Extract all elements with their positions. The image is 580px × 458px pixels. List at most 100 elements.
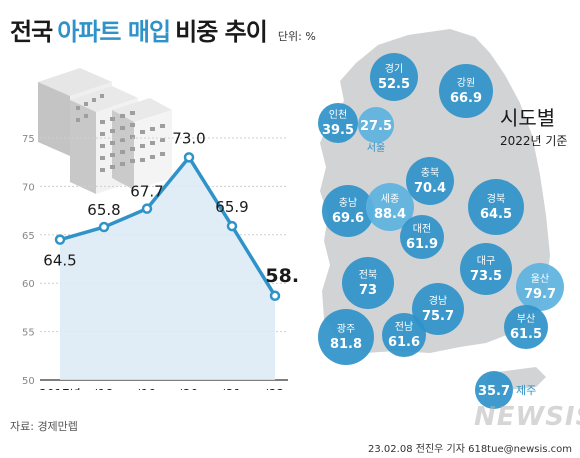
region-value: 88.4 (374, 207, 406, 222)
region-bubble: 인천 39.5 (318, 103, 358, 143)
data-label: 64.5 (43, 252, 76, 270)
region-name: 강원 (457, 77, 475, 89)
y-tick-label: 70 (22, 182, 35, 193)
region-name: 부산 (517, 313, 535, 325)
region-value: 73.5 (470, 269, 502, 284)
region-bubble: 35.7 제주 (475, 371, 536, 409)
region-circle (516, 263, 564, 311)
data-label: 58.7% (265, 265, 300, 287)
region-name: 충남 (339, 197, 357, 209)
y-tick-label: 65 (22, 231, 35, 242)
region-bubble: 경남 75.7 (412, 283, 464, 335)
data-point (269, 290, 281, 302)
x-tick-label: '22 (266, 387, 285, 390)
region-circle (370, 53, 418, 101)
x-tick-label: 2017년 (39, 387, 81, 390)
region-name: 전남 (395, 321, 413, 333)
region-circle (504, 305, 548, 349)
region-name: 경북 (487, 192, 505, 205)
title-part2: 아파트 매입 (57, 18, 171, 46)
y-tick-label: 50 (22, 376, 35, 387)
region-value: 70.4 (414, 181, 446, 196)
region-name: 제주 (516, 384, 536, 397)
region-bubble: 광주 81.8 (318, 309, 374, 365)
map-title: 시도별 (500, 106, 556, 130)
y-tick-label: 55 (22, 328, 35, 339)
region-circle (358, 107, 394, 143)
region-bubble: 전북 73 (342, 257, 394, 309)
credit-line: 23.02.08 전진우 기자 618tue@newsis.com (368, 444, 572, 455)
region-bubble: 대구 73.5 (460, 243, 512, 295)
region-value: 73 (359, 283, 377, 298)
title-part1: 전국 (10, 18, 53, 46)
x-tick-label: '20 (180, 387, 199, 390)
region-value: 64.5 (480, 207, 512, 222)
region-bubble: 전남 61.6 (382, 313, 426, 357)
region-value: 79.7 (524, 287, 556, 302)
region-circle (460, 243, 512, 295)
region-bubble: 강원 66.9 (439, 64, 493, 118)
x-tick-label: '18 (95, 387, 114, 390)
region-name: 광주 (337, 323, 355, 335)
data-label: 73.0 (172, 129, 205, 147)
page-title: 전국 아파트 매입 비중 추이 단위: % (10, 12, 316, 47)
region-name: 대구 (477, 255, 495, 267)
region-bubble: 부산 61.5 (504, 305, 548, 349)
region-bubble: 충북 70.4 (406, 157, 454, 205)
region-value: 66.9 (450, 91, 482, 106)
region-value: 27.5 (360, 119, 392, 134)
area-fill (60, 157, 275, 380)
region-value: 81.8 (330, 337, 362, 352)
region-name: 울산 (531, 273, 549, 285)
region-circle (318, 103, 358, 143)
region-value: 61.6 (388, 335, 420, 350)
region-name: 충북 (421, 167, 439, 179)
region-bubble: 경기 52.5 (370, 53, 418, 101)
region-name: 경기 (385, 62, 403, 75)
region-name: 서울 (367, 142, 385, 154)
newsis-watermark: NEWSIS (474, 402, 580, 432)
data-label: 65.8 (87, 201, 120, 219)
region-circle (318, 309, 374, 365)
region-circle (366, 183, 414, 231)
region-name: 인천 (329, 109, 347, 121)
title-part3: 비중 추이 (175, 18, 268, 46)
region-circle (406, 157, 454, 205)
region-value: 61.5 (510, 327, 542, 342)
region-circle (400, 215, 444, 259)
data-point (183, 152, 195, 163)
source-note: 자료: 경제만렙 (10, 420, 78, 433)
region-value: 75.7 (422, 309, 454, 324)
region-circle (475, 371, 513, 409)
region-value: 35.7 (478, 384, 510, 399)
region-value: 61.9 (406, 237, 438, 252)
x-tick-label: '21 (223, 387, 242, 390)
region-bubble: 충남 69.6 (322, 185, 374, 237)
unit-label: 단위: % (277, 30, 316, 43)
data-point (226, 220, 238, 232)
y-tick-label: 75 (22, 134, 35, 145)
data-label: 67.7 (130, 183, 163, 201)
region-bubble: 세종 88.4 (366, 183, 414, 231)
region-name: 전북 (359, 269, 377, 281)
map-subtitle: 2022년 기준 (500, 134, 568, 148)
data-point (54, 234, 66, 245)
region-circle (342, 257, 394, 309)
x-tick-label: '19 (138, 387, 157, 390)
region-circle (468, 179, 524, 235)
region-name: 경남 (429, 294, 447, 307)
region-value: 39.5 (322, 123, 354, 138)
region-bubble: 대전 61.9 (400, 215, 444, 259)
region-value: 52.5 (378, 77, 410, 92)
data-point (98, 221, 110, 233)
series-line (59, 155, 277, 297)
region-name: 대전 (413, 223, 431, 235)
data-point (141, 203, 153, 214)
y-tick-label: 60 (22, 279, 35, 290)
region-bubble: 27.5 서울 (358, 107, 394, 154)
region-circle (382, 313, 426, 357)
region-circle (439, 64, 493, 118)
line-chart: 50 55 60 65 70 75 64.5 65.8 67.7 73.0 65.9 58.7% 2… (22, 68, 300, 390)
apartment-buildings-icon (38, 68, 172, 194)
